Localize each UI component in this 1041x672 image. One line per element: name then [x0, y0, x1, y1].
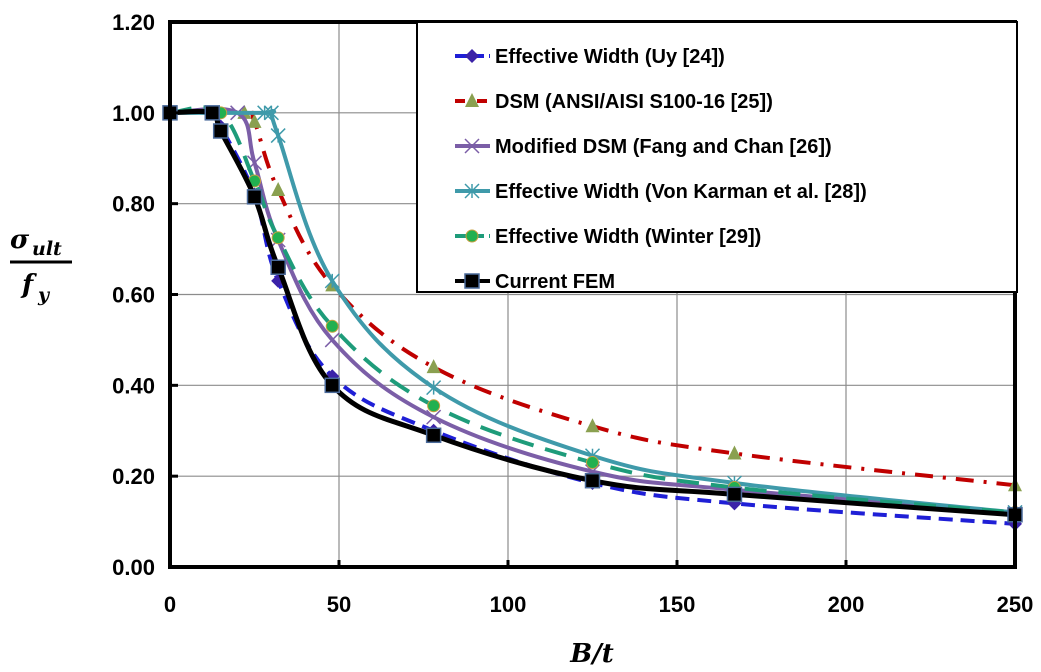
data-point	[257, 105, 273, 121]
legend-label: Effective Width (Von Karman et al. [28])	[495, 181, 867, 203]
y-tick-label: 1.20	[112, 10, 155, 35]
data-point	[465, 229, 479, 243]
data-point	[204, 105, 220, 121]
y-tick-label: 0.80	[112, 192, 155, 217]
tick-labels: 0 50 100 150 200 250 0.00 0.20 0.40 0.60 0.80 1.00 1…	[112, 10, 1033, 617]
data-point	[324, 377, 340, 394]
data-point	[464, 138, 480, 154]
series-line	[169, 105, 1016, 515]
data-point	[426, 380, 442, 396]
data-point	[465, 93, 479, 107]
data-point	[325, 319, 339, 333]
x-tick-label: 50	[327, 592, 351, 617]
legend: Effective Width (Uy [24]) DSM (ANSI/AISI …	[416, 21, 1018, 293]
x-axis-label: B/t	[569, 639, 613, 669]
legend-item: Effective Width (Uy [24])	[455, 46, 725, 68]
y-tick-label: 0.20	[112, 464, 155, 489]
data-point	[584, 472, 601, 489]
x-tick-label: 200	[828, 592, 865, 617]
x-tick-label: 0	[164, 592, 176, 617]
data-point	[464, 183, 480, 199]
data-point	[212, 123, 229, 139]
data-point	[465, 49, 479, 63]
data-point	[324, 332, 340, 348]
data-point	[464, 273, 480, 289]
data-point	[426, 359, 441, 374]
data-point	[585, 418, 600, 433]
legend-label: Effective Width (Winter [29])	[495, 226, 761, 248]
data-point	[271, 182, 286, 197]
data-point	[270, 128, 286, 144]
x-tick-label: 150	[659, 592, 696, 617]
data-point	[271, 231, 285, 245]
legend-item: Effective Width (Winter [29])	[455, 226, 761, 248]
legend-label: Modified DSM (Fang and Chan [26])	[495, 136, 832, 158]
legend-item: Current FEM	[455, 271, 615, 293]
data-point	[426, 409, 442, 425]
legend-label: Current FEM	[495, 271, 615, 293]
data-point	[270, 259, 286, 275]
x-tick-label: 250	[997, 592, 1034, 617]
y-axis-label-numerator: σ	[10, 225, 30, 255]
legend-item: Modified DSM (Fang and Chan [26])	[455, 136, 832, 158]
data-point	[247, 113, 262, 128]
y-axis-label-numerator-sub: ult	[32, 238, 62, 260]
legend-item: Effective Width (Von Karman et al. [28])	[455, 181, 867, 203]
y-tick-label: 0.60	[112, 283, 155, 308]
y-axis-label-denominator: f	[20, 270, 37, 300]
data-point	[246, 189, 263, 205]
y-tick-label: 0.40	[112, 373, 155, 398]
data-point	[726, 486, 743, 503]
data-point	[727, 445, 742, 460]
y-axis-label: σ ult f y	[10, 225, 72, 306]
series-line	[169, 110, 1016, 488]
legend-label: Effective Width (Uy [24])	[495, 46, 725, 68]
data-point	[324, 273, 340, 289]
data-point	[586, 456, 599, 470]
y-tick-label: 1.00	[112, 101, 155, 126]
legend-box	[416, 21, 1018, 293]
data-point	[425, 427, 442, 444]
legend-item: DSM (ANSI/AISI S100-16 [25])	[455, 91, 773, 113]
data-point	[263, 105, 279, 121]
y-tick-label: 0.00	[112, 555, 155, 580]
legend-label: DSM (ANSI/AISI S100-16 [25])	[495, 91, 773, 113]
x-tick-label: 100	[490, 592, 527, 617]
y-axis-label-denominator-sub: y	[37, 284, 51, 306]
data-point	[427, 399, 441, 413]
